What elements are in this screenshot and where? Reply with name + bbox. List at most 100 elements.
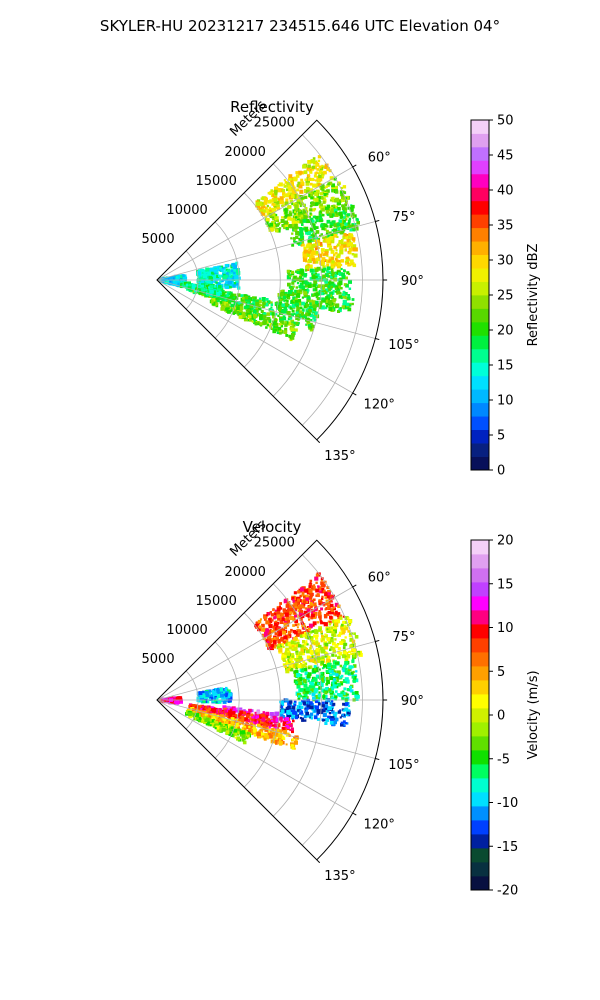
colorbar-swatch xyxy=(471,214,489,229)
radial-tick-label: 15000 xyxy=(195,594,236,609)
colorbar-tick-label: -10 xyxy=(497,796,518,811)
angle-tick-label: 75° xyxy=(392,630,415,645)
colorbar-tick-label: -5 xyxy=(497,752,510,767)
colorbar-swatch xyxy=(471,362,489,377)
colorbar-swatch xyxy=(471,736,489,751)
colorbar-tick-label: 15 xyxy=(497,577,514,592)
colorbar-swatch xyxy=(471,227,489,242)
echo-region xyxy=(196,686,233,704)
grid-spoke xyxy=(156,166,353,281)
colorbar-swatch xyxy=(471,281,489,296)
colorbar-swatch xyxy=(471,876,489,891)
colorbar-tick-label: 15 xyxy=(497,359,514,374)
colorbar-swatch xyxy=(471,429,489,444)
grid-spoke xyxy=(156,586,353,701)
colorbar-swatch xyxy=(471,402,489,417)
panel-title: Velocity xyxy=(243,518,302,536)
grid-spoke xyxy=(156,641,376,701)
echo-region xyxy=(286,266,352,298)
radial-tick-label: 20000 xyxy=(225,565,266,580)
angle-tick-label: 60° xyxy=(368,150,391,165)
colorbar-swatch xyxy=(471,708,489,723)
colorbar-swatch xyxy=(471,848,489,863)
grid-spoke xyxy=(156,699,353,814)
colorbar-tick-label: 25 xyxy=(497,289,514,304)
colorbar-tick-label: 5 xyxy=(497,665,505,680)
radial-tick-label: 20000 xyxy=(225,145,266,160)
sector-frame xyxy=(156,119,384,441)
colorbar-tick-label: 10 xyxy=(497,621,514,636)
radial-tick-label: 10000 xyxy=(166,623,207,638)
colorbar-swatch xyxy=(471,200,489,215)
colorbar-swatch xyxy=(471,610,489,625)
colorbar-swatch xyxy=(471,596,489,611)
colorbar-swatch xyxy=(471,568,489,583)
colorbar-swatch xyxy=(471,335,489,350)
colorbar-tick-label: 20 xyxy=(497,324,514,339)
colorbar-swatch xyxy=(471,722,489,737)
colorbar-swatch xyxy=(471,241,489,256)
colorbar-swatch xyxy=(471,806,489,821)
colorbar-swatch xyxy=(471,652,489,667)
panel-title: Reflectivity xyxy=(230,98,314,116)
angle-tick xyxy=(375,639,380,642)
colorbar-tick-label: 50 xyxy=(497,114,514,129)
angle-tick-label: 60° xyxy=(368,570,391,585)
colorbar-swatch xyxy=(471,820,489,835)
colorbar-label: Reflectivity dBZ xyxy=(526,244,541,347)
colorbar-swatch xyxy=(471,680,489,695)
colorbar-swatch xyxy=(471,389,489,404)
radial-tick-label: 5000 xyxy=(142,652,175,667)
angle-tick-label: 90° xyxy=(401,694,424,709)
angle-tick xyxy=(352,812,357,816)
colorbar: -20 -15 -10 -5 0 5 10 15 20 Velocity (m/s) xyxy=(470,534,541,899)
colorbar-tick-label: 30 xyxy=(497,254,514,269)
colorbar-swatch xyxy=(471,862,489,877)
colorbar-swatch xyxy=(471,295,489,309)
radial-tick-label: 5000 xyxy=(142,232,175,247)
colorbar-tick-label: 10 xyxy=(497,394,514,409)
sector-frame xyxy=(156,539,384,861)
colorbar-swatch xyxy=(471,778,489,793)
radial-tick-label: 25000 xyxy=(254,116,295,131)
angle-tick xyxy=(316,439,321,444)
echo-region xyxy=(255,155,334,219)
radar-echoes xyxy=(157,155,360,342)
colorbar-swatch xyxy=(471,540,489,555)
figure-suptitle: SKYLER-HU 20231217 234515.646 UTC Elevat… xyxy=(100,17,500,35)
reflectivity-panel: 60° 75° 90° 105° 120° 135° 5000 10000 15000 20000… xyxy=(142,98,541,479)
echo-region xyxy=(300,232,358,271)
angle-tick-label: 120° xyxy=(364,398,395,413)
colorbar-swatch xyxy=(471,187,489,202)
colorbar-swatch xyxy=(471,750,489,765)
angle-tick-label: 105° xyxy=(388,338,419,353)
colorbar-swatch xyxy=(471,624,489,639)
radial-tick-label: 10000 xyxy=(166,203,207,218)
angle-tick-label: 120° xyxy=(364,818,395,833)
colorbar-swatch xyxy=(471,254,489,269)
angle-tick-label: 75° xyxy=(392,210,415,225)
angle-tick-label: 105° xyxy=(388,758,419,773)
echo-region xyxy=(265,177,350,233)
colorbar-tick-label: 40 xyxy=(497,184,514,199)
colorbar-swatch xyxy=(471,375,489,390)
radial-tick-label: 25000 xyxy=(254,536,295,551)
colorbar-swatch xyxy=(471,666,489,681)
angle-tick-label: 135° xyxy=(324,869,355,884)
colorbar-tick-label: 5 xyxy=(497,429,505,444)
colorbar-swatch xyxy=(471,638,489,653)
colorbar: 0 5 10 15 20 25 30 35 40 45 50 Reflectivity dBZ xyxy=(470,114,541,479)
colorbar-swatch xyxy=(471,173,489,188)
colorbar-tick-label: 0 xyxy=(497,709,505,724)
grid-spoke xyxy=(156,279,353,394)
colorbar-label: Velocity (m/s) xyxy=(526,670,541,759)
colorbar-swatch xyxy=(471,268,489,282)
colorbar-swatch xyxy=(471,792,489,807)
colorbar-swatch xyxy=(471,416,489,431)
colorbar-swatch xyxy=(471,443,489,457)
colorbar-tick-label: 45 xyxy=(497,149,514,164)
colorbar-tick-label: 35 xyxy=(497,219,514,234)
colorbar-tick-label: -15 xyxy=(497,840,518,855)
grid-spoke xyxy=(156,699,376,759)
